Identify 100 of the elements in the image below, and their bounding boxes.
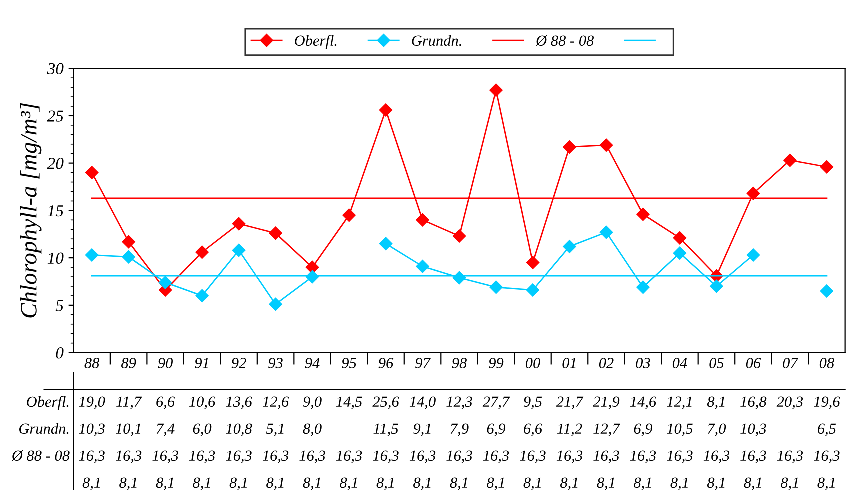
data-label: 20,3 (776, 396, 804, 410)
x-tick-label: 90 (158, 358, 173, 368)
data-label: 5,1 (266, 424, 284, 436)
x-tick-label: 92 (232, 358, 246, 368)
point (122, 235, 136, 249)
data-label: 16,3 (336, 450, 362, 464)
data-label: 9,1 (414, 424, 431, 436)
x-tick-label: 08 (820, 358, 834, 368)
point (673, 232, 687, 245)
data-label: 6,9 (487, 424, 506, 436)
data-label: 16,3 (777, 450, 804, 464)
data-label: 8,1 (230, 478, 247, 490)
data-label: 6,6 (524, 424, 542, 436)
point (673, 246, 687, 260)
data-label: 16,3 (814, 450, 840, 464)
x-tick-label: 02 (599, 358, 614, 368)
data-label: 8,1 (120, 478, 137, 490)
data-label: 11,7 (116, 396, 142, 410)
legend-label: Grundn. (412, 35, 462, 46)
x-tick-label: 99 (489, 358, 504, 368)
point (600, 138, 614, 152)
data-label: 16,3 (300, 450, 326, 464)
data-label: 16,3 (116, 450, 142, 464)
x-tick-label: 03 (636, 358, 650, 368)
data-label: 16,3 (79, 450, 105, 464)
point (85, 166, 99, 180)
data-label: 16,3 (630, 450, 656, 464)
data-label: 16,3 (262, 450, 289, 464)
y-axis-title: Chlorophyll-a [mg/m³] (20, 103, 42, 318)
data-label: 16,3 (704, 450, 730, 464)
data-label: 12,1 (667, 396, 692, 410)
data-label: 10,3 (740, 424, 766, 436)
data-label: 12,7 (594, 424, 620, 436)
data-label: 8,1 (670, 478, 688, 490)
data-label: 8,1 (707, 478, 725, 490)
data-label: 16,3 (594, 450, 620, 464)
data-label: 8,1 (82, 478, 100, 490)
data-label: 14,6 (630, 396, 657, 410)
x-tick-label: 96 (378, 358, 394, 368)
data-label: 19,0 (79, 396, 106, 410)
point (122, 250, 136, 264)
x-tick-label: 07 (783, 358, 798, 368)
data-label: 19,6 (814, 396, 840, 410)
text: Grundn. (20, 423, 69, 434)
y-tick-label: 10 (48, 252, 64, 264)
point (196, 289, 209, 303)
point (342, 208, 356, 222)
point (820, 160, 834, 174)
data-label: 21,7 (556, 396, 584, 410)
point (746, 248, 760, 262)
point (490, 84, 503, 97)
point (820, 284, 834, 298)
point (269, 298, 282, 312)
data-label: 8,1 (340, 478, 358, 490)
point (636, 280, 650, 294)
point (563, 240, 576, 254)
data-label: 10,5 (667, 424, 693, 436)
data-label: 8,1 (780, 478, 798, 490)
x-tick-label: 93 (268, 358, 283, 368)
data-label: 9,5 (524, 396, 542, 410)
y-tick-label: 30 (47, 63, 64, 75)
data-label: 16,3 (556, 450, 583, 464)
legend-label: Oberfl. (295, 35, 337, 50)
x-tick-label: 00 (526, 358, 540, 368)
y-tick-label: 20 (47, 158, 64, 170)
point (416, 260, 430, 274)
data-label: 6,6 (156, 396, 176, 410)
data-label: 8,1 (524, 478, 541, 490)
y-tick-label: 25 (47, 110, 64, 122)
data-label: 16,8 (740, 396, 767, 410)
point (196, 246, 209, 259)
y-tick-label: 15 (48, 205, 64, 217)
data-label: 16,3 (483, 450, 510, 464)
data-label: 7,9 (450, 424, 469, 436)
data-label: 13,6 (226, 396, 252, 410)
data-label: 16,3 (152, 450, 178, 464)
point (526, 284, 540, 297)
data-label: 10,1 (116, 424, 141, 436)
data-label: 27,7 (482, 396, 510, 410)
data-label: 11,5 (374, 424, 398, 436)
data-label: 10,6 (189, 396, 216, 410)
point (85, 248, 99, 262)
x-tick-label: 95 (342, 358, 356, 368)
point (416, 214, 430, 227)
x-tick-label: 97 (416, 358, 431, 368)
point (306, 260, 320, 274)
point (563, 140, 576, 154)
point (379, 237, 393, 250)
point (600, 226, 614, 240)
point (379, 104, 393, 117)
data-label: 10,3 (79, 424, 105, 436)
data-label: 8,1 (707, 396, 725, 410)
text: Ø 88 - 08 (12, 450, 70, 462)
x-tick-label: 89 (121, 358, 136, 368)
data-label: 11,2 (557, 424, 582, 436)
point (784, 154, 797, 168)
data-label: 16,3 (740, 450, 766, 464)
x-tick-label: 05 (710, 358, 724, 368)
data-label: 25,6 (372, 396, 400, 410)
x-tick-label: 94 (305, 358, 320, 368)
